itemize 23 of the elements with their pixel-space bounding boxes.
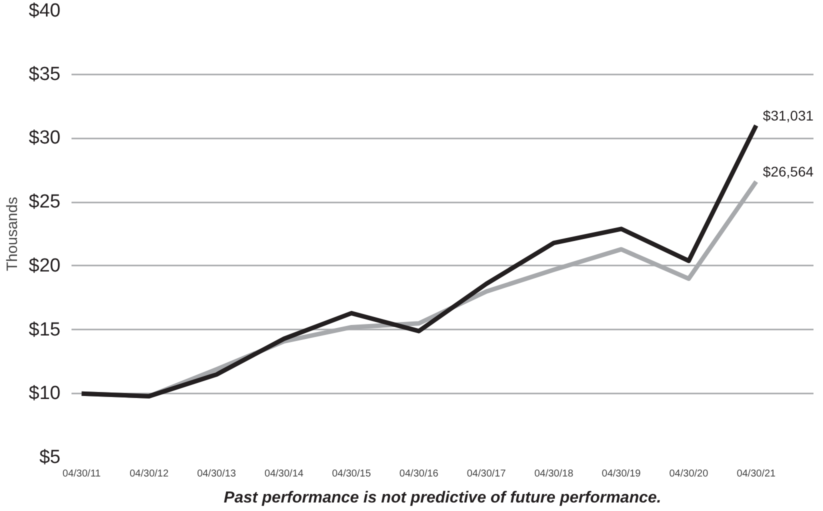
- y-tick-label: $10: [28, 383, 60, 404]
- x-tick-label: 04/30/16: [399, 468, 439, 480]
- x-tick-label: 04/30/14: [264, 468, 304, 480]
- y-axis-title: Thousands: [4, 196, 21, 272]
- annotation: $26,564: [762, 164, 814, 180]
- y-tick-label: $25: [28, 192, 60, 213]
- y-tick-label: $20: [28, 255, 60, 276]
- y-tick-label: $15: [28, 319, 60, 340]
- x-tick-label: 04/30/11: [62, 468, 102, 480]
- x-tick-label: 04/30/21: [736, 468, 776, 480]
- y-tick-label: $35: [28, 64, 60, 85]
- y-tick-label: $5: [39, 447, 61, 468]
- text: Past performance is not predictive of future performance.: [224, 490, 662, 506]
- x-tick-label: 04/30/15: [332, 468, 372, 480]
- x-tick-label: 04/30/17: [466, 468, 506, 480]
- x-tick-label: 04/30/18: [534, 468, 574, 480]
- x-tick-label: 04/30/12: [130, 468, 169, 480]
- x-tick-label: 04/30/19: [602, 468, 642, 480]
- annotation: $31,031: [762, 107, 814, 124]
- x-tick-label: 04/30/20: [669, 468, 709, 480]
- y-tick-label: $30: [28, 128, 60, 149]
- x-tick-label: 04/30/13: [197, 468, 236, 480]
- y-tick-label: $40: [28, 0, 60, 22]
